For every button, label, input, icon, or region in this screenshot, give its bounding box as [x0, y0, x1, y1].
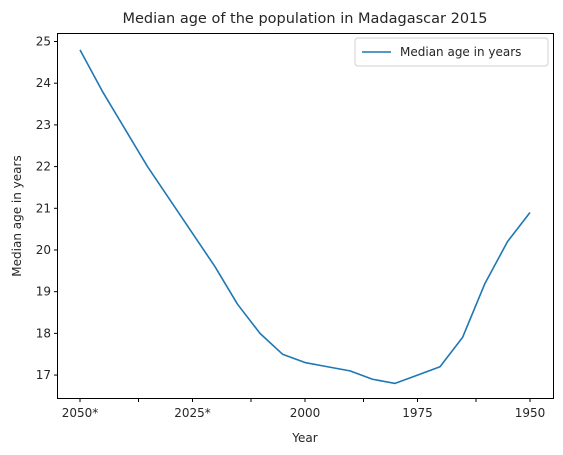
chart-title: Median age of the population in Madagasc…: [122, 11, 487, 27]
y-tick-label: 23: [36, 118, 51, 132]
series-line-median-age: [79, 49, 531, 385]
x-axis: 2050* 2025* 2000 1975 1950: [62, 398, 546, 420]
x-axis-title: Year: [291, 431, 317, 445]
y-tick-label: 20: [36, 243, 51, 257]
y-tick-label: 21: [36, 201, 51, 215]
legend: Median age in years: [354, 37, 549, 67]
series-layer: [79, 49, 531, 385]
y-axis: 17 18 19 20 21 22 23 24 25: [36, 35, 58, 382]
legend-label-median-age: Median age in years: [400, 45, 521, 59]
x-tick-label: 2025*: [174, 406, 211, 420]
y-axis-title: Median age in years: [10, 155, 24, 276]
y-tick-label: 22: [36, 160, 51, 174]
x-tick-label: 1975: [402, 406, 433, 420]
plot-area-frame: [57, 33, 554, 399]
x-tick-label: 2050*: [62, 406, 99, 420]
legend-box: [354, 37, 549, 67]
y-tick-label: 24: [36, 76, 51, 90]
y-tick-label: 17: [36, 368, 51, 382]
y-tick-label: 25: [36, 35, 51, 49]
y-tick-label: 18: [36, 326, 51, 340]
x-tick-label: 2000: [290, 406, 321, 420]
y-tick-label: 19: [36, 285, 51, 299]
x-tick-label: 1950: [515, 406, 546, 420]
